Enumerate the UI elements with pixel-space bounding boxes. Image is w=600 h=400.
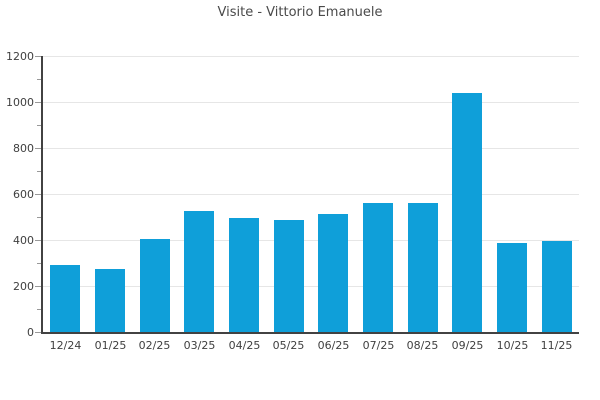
bar-02-25[interactable]	[140, 239, 170, 332]
x-axis-label: 05/25	[272, 339, 305, 352]
bar-05-25[interactable]	[274, 220, 304, 332]
x-axis-label: 02/25	[138, 339, 171, 352]
y-axis-minor-tick	[37, 263, 41, 264]
y-axis-minor-tick	[37, 125, 41, 126]
y-axis-major-tick	[35, 240, 41, 241]
gridline	[43, 56, 579, 57]
y-axis-minor-tick	[37, 309, 41, 310]
gridline	[43, 194, 579, 195]
y-axis-line	[41, 56, 43, 332]
x-axis-label: 12/24	[49, 339, 82, 352]
y-axis-minor-tick	[37, 217, 41, 218]
x-axis-label: 10/25	[496, 339, 529, 352]
chart-title: Visite - Vittorio Emanuele	[217, 5, 383, 20]
bar-03-25[interactable]	[184, 211, 214, 332]
x-axis-label: 04/25	[228, 339, 261, 352]
y-axis-label: 400	[13, 234, 34, 247]
y-axis-major-tick	[35, 56, 41, 57]
bar-06-25[interactable]	[318, 214, 348, 332]
y-axis-label: 200	[13, 280, 34, 293]
gridline	[43, 148, 579, 149]
y-axis-label: 800	[13, 142, 34, 155]
y-axis-label: 0	[27, 326, 34, 339]
y-axis-label: 1200	[6, 50, 34, 63]
bar-01-25[interactable]	[95, 269, 125, 332]
y-axis-minor-tick	[37, 79, 41, 80]
bar-08-25[interactable]	[408, 203, 438, 332]
gridline	[43, 286, 579, 287]
x-axis-label: 07/25	[362, 339, 395, 352]
x-axis-label: 08/25	[406, 339, 439, 352]
x-axis-label: 06/25	[317, 339, 350, 352]
x-axis-label: 03/25	[183, 339, 216, 352]
y-axis-major-tick	[35, 286, 41, 287]
gridline	[43, 240, 579, 241]
x-axis-line	[41, 332, 579, 334]
y-axis-major-tick	[35, 332, 41, 333]
y-axis-label: 1000	[6, 96, 34, 109]
bar-07-25[interactable]	[363, 203, 393, 332]
gridline	[43, 102, 579, 103]
y-axis-major-tick	[35, 102, 41, 103]
bar-12-24[interactable]	[50, 265, 80, 332]
y-axis-label: 600	[13, 188, 34, 201]
y-axis-major-tick	[35, 148, 41, 149]
x-axis-label: 11/25	[540, 339, 573, 352]
y-axis-minor-tick	[37, 171, 41, 172]
bar-09-25[interactable]	[452, 93, 482, 332]
plot-area: 0 200 400 600 800 1000 1200 12/24 01/25 02/25 03/2…	[6, 51, 579, 352]
bar-04-25[interactable]	[229, 218, 259, 332]
x-axis-label: 09/25	[451, 339, 484, 352]
bar-11-25[interactable]	[542, 241, 572, 332]
y-axis-major-tick	[35, 194, 41, 195]
x-axis-label: 01/25	[94, 339, 127, 352]
bar-10-25[interactable]	[497, 243, 527, 332]
